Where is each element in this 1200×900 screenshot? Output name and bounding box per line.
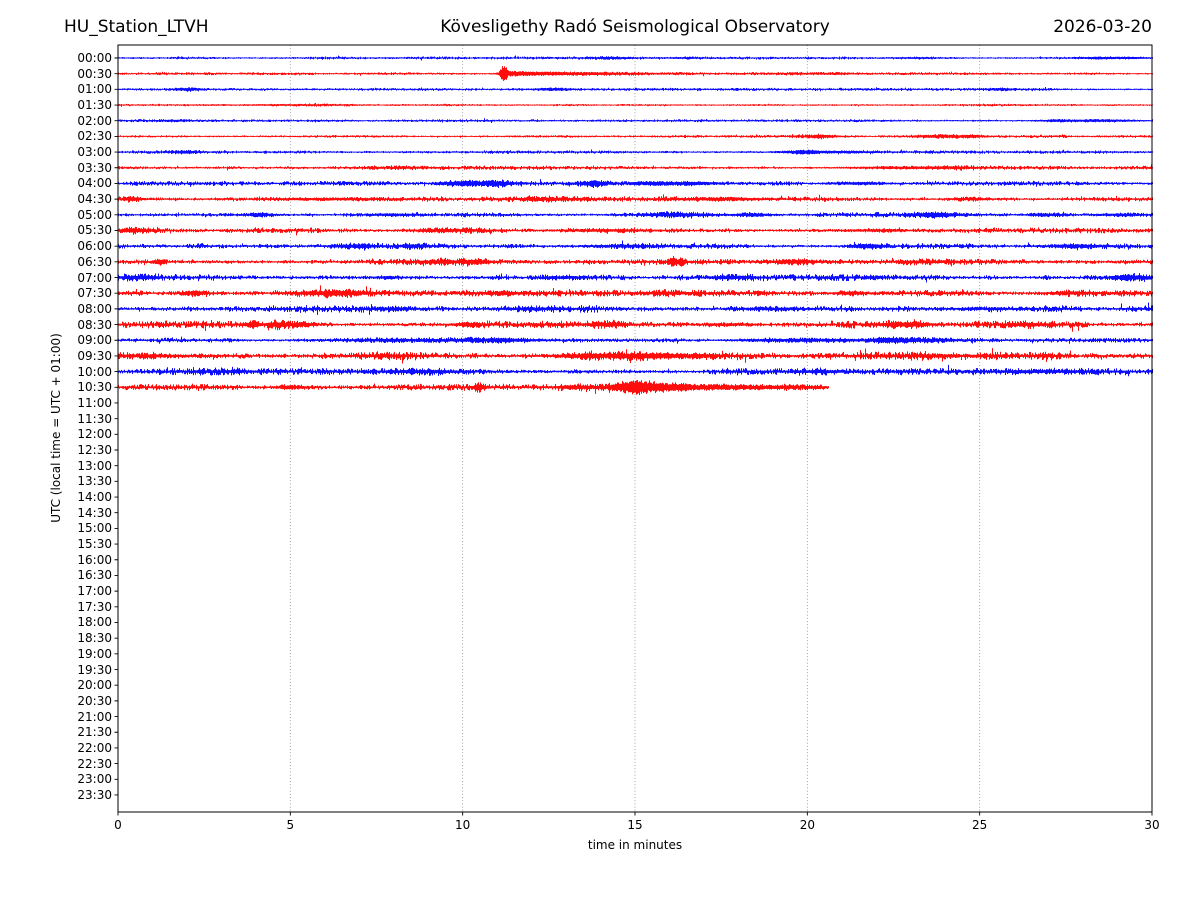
y-tick-label: 09:30 (77, 348, 112, 363)
x-axis-label: time in minutes (587, 838, 683, 852)
y-tick-label: 13:00 (77, 458, 112, 473)
y-tick-label: 20:00 (77, 678, 112, 693)
y-tick-label: 23:30 (77, 787, 112, 802)
y-tick-label: 20:30 (77, 693, 112, 708)
y-tick-label: 05:30 (77, 223, 112, 238)
y-tick-label: 06:30 (77, 254, 112, 269)
date-title: 2026-03-20 (1053, 17, 1152, 37)
y-tick-label: 19:00 (77, 646, 112, 661)
y-tick-label: 08:00 (77, 301, 112, 316)
y-tick-label: 21:30 (77, 725, 112, 740)
y-tick-label: 00:30 (77, 66, 112, 81)
x-tick-label: 25 (972, 818, 988, 832)
y-tick-label: 23:00 (77, 772, 112, 787)
y-tick-label: 17:30 (77, 599, 112, 614)
y-tick-label: 18:30 (77, 631, 112, 646)
y-tick-label: 17:00 (77, 584, 112, 599)
y-tick-label: 16:30 (77, 568, 112, 583)
y-tick-label: 13:30 (77, 474, 112, 489)
y-tick-label: 18:00 (77, 615, 112, 630)
x-tick-label: 10 (455, 818, 471, 832)
y-tick-label: 08:30 (77, 317, 112, 332)
y-tick-label: 14:00 (77, 490, 112, 505)
y-tick-label: 02:00 (77, 113, 112, 128)
observatory-title: Kövesligethy Radó Seismological Observat… (440, 17, 830, 37)
y-tick-label: 10:00 (77, 364, 112, 379)
x-tick-label: 0 (114, 818, 122, 832)
y-tick-label: 16:00 (77, 552, 112, 567)
y-tick-label: 19:30 (77, 662, 112, 677)
y-tick-label: 04:00 (77, 176, 112, 191)
y-tick-label: 01:30 (77, 98, 112, 113)
y-tick-label: 02:30 (77, 129, 112, 144)
y-tick-label: 04:30 (77, 192, 112, 207)
y-tick-label: 07:00 (77, 270, 112, 285)
y-tick-label: 15:00 (77, 521, 112, 536)
y-tick-label: 12:30 (77, 443, 112, 457)
station-title: HU_Station_LTVH (64, 17, 209, 37)
y-tick-label: 03:30 (77, 160, 112, 175)
y-tick-label: 15:30 (77, 537, 112, 552)
x-tick-label: 30 (1144, 818, 1160, 832)
y-tick-label: 03:00 (77, 145, 112, 160)
y-tick-label: 01:00 (77, 82, 112, 97)
y-tick-label: 11:00 (77, 395, 112, 410)
y-tick-label: 09:00 (77, 333, 112, 348)
y-tick-label: 05:00 (77, 207, 112, 222)
y-tick-label: 11:30 (77, 411, 112, 426)
y-tick-label: 22:30 (77, 756, 112, 771)
y-tick-label: 00:00 (77, 51, 112, 65)
y-tick-label: 21:00 (77, 709, 112, 724)
y-tick-label: 12:00 (77, 427, 112, 442)
y-tick-label: 06:00 (77, 239, 112, 254)
y-tick-label: 07:30 (77, 286, 112, 301)
y-tick-label: 14:30 (77, 505, 112, 520)
y-tick-label: 22:00 (77, 740, 112, 755)
y-tick-label: 10:30 (77, 380, 112, 395)
x-tick-label: 5 (286, 818, 295, 832)
x-tick-label: 20 (799, 818, 815, 832)
x-tick-label: 15 (627, 818, 643, 832)
